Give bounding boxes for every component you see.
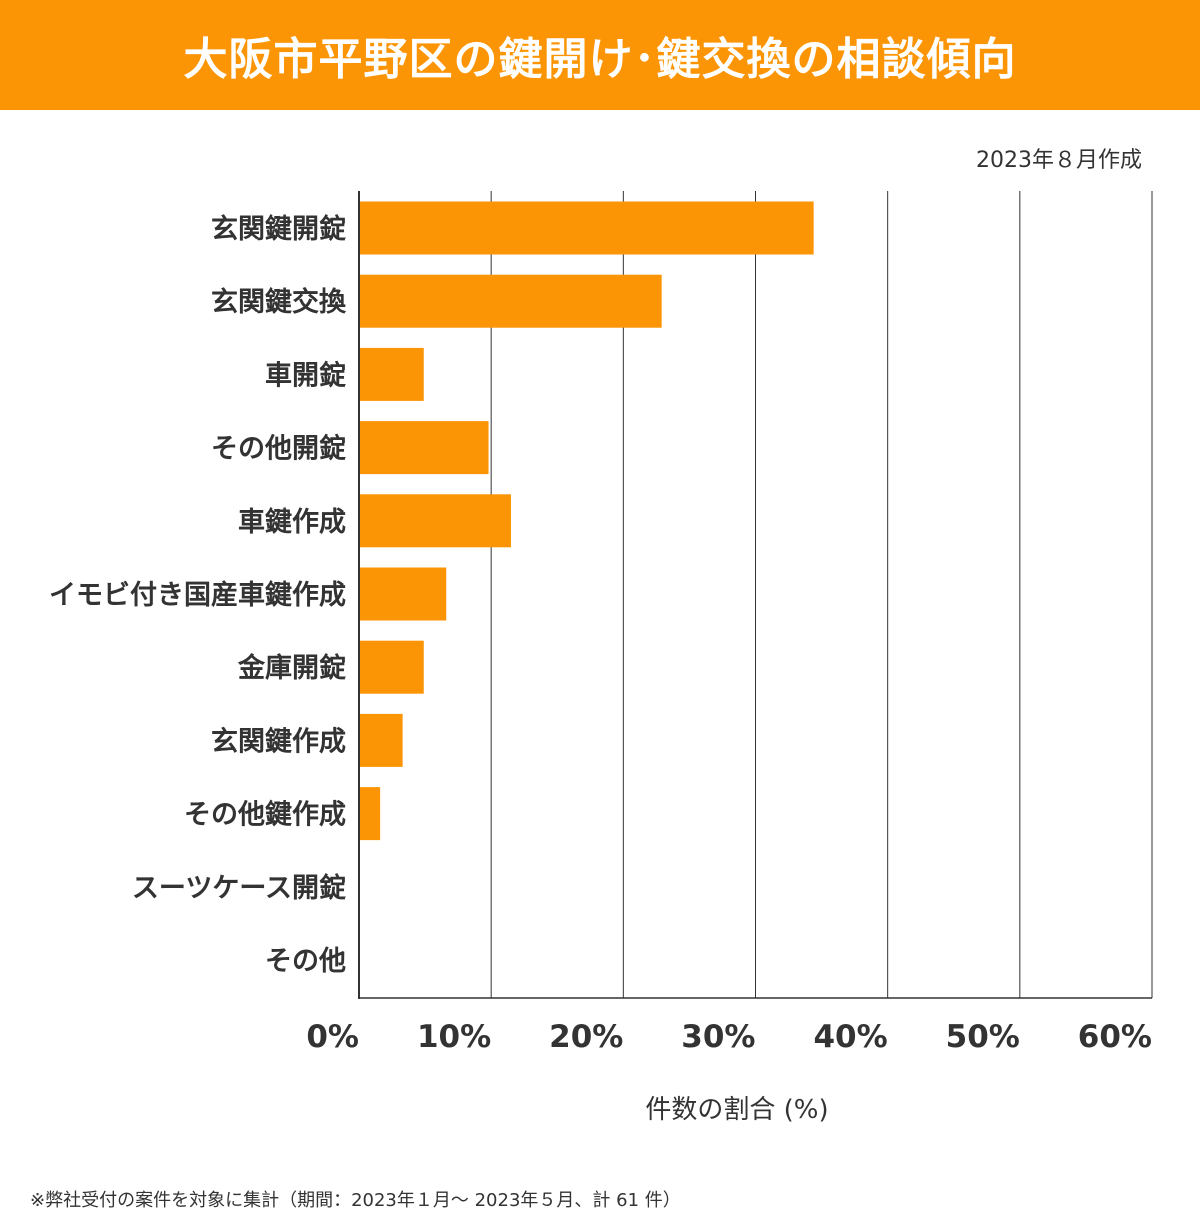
category-label-8: その他鍵作成 xyxy=(184,799,346,831)
category-label-0: 玄関鍵開錠 xyxy=(211,213,346,245)
x-axis-title: 件数の割合 (%) xyxy=(645,1095,828,1125)
category-label-10: その他 xyxy=(265,946,346,977)
bar-3 xyxy=(359,421,489,475)
bar-7 xyxy=(359,713,403,767)
bars xyxy=(359,201,814,841)
x-tick-label-10: 10% xyxy=(417,1019,491,1055)
x-tick-label-20: 20% xyxy=(549,1019,623,1055)
x-tick-label-0: 0% xyxy=(306,1019,359,1055)
category-label-2: 車開錠 xyxy=(265,359,346,391)
x-tick-label-30: 30% xyxy=(681,1019,755,1055)
category-label-5: イモビ付き国産車鍵作成 xyxy=(49,579,346,611)
category-labels: 玄関鍵開錠玄関鍵交換車開錠その他開錠車鍵作成イモビ付き国産車鍵作成金庫開錠玄関鍵… xyxy=(49,213,347,977)
bar-2 xyxy=(359,347,424,401)
bar-0 xyxy=(359,201,814,255)
category-label-6: 金庫開錠 xyxy=(237,652,346,684)
axes xyxy=(358,191,1152,999)
chart-title: 大阪市平野区の鍵開け･鍵交換の相談傾向 xyxy=(183,34,1017,85)
category-label-7: 玄関鍵作成 xyxy=(211,725,346,757)
bar-5 xyxy=(359,567,447,621)
x-tick-label-40: 40% xyxy=(813,1019,887,1055)
date-note: 2023年８月作成 xyxy=(976,148,1142,173)
category-label-3: その他開錠 xyxy=(211,433,346,465)
category-label-9: スーツケース開錠 xyxy=(132,872,346,904)
bar-1 xyxy=(359,274,662,328)
bar-4 xyxy=(359,494,511,548)
category-label-1: 玄関鍵交換 xyxy=(211,286,347,318)
x-tick-label-60: 60% xyxy=(1078,1019,1152,1055)
footnote: ※弊社受付の案件を対象に集計（期間：2023年１月～ 2023年５月、計 61 … xyxy=(30,1190,681,1211)
x-tick-labels: 0% 10% 20% 30% 40% 50% 60% xyxy=(306,1019,1152,1055)
title-banner: 大阪市平野区の鍵開け･鍵交換の相談傾向 xyxy=(0,0,1200,110)
bar-6 xyxy=(359,640,424,694)
x-tick-label-50: 50% xyxy=(946,1019,1020,1055)
bar-8 xyxy=(359,787,381,841)
category-label-4: 車鍵作成 xyxy=(238,506,346,538)
